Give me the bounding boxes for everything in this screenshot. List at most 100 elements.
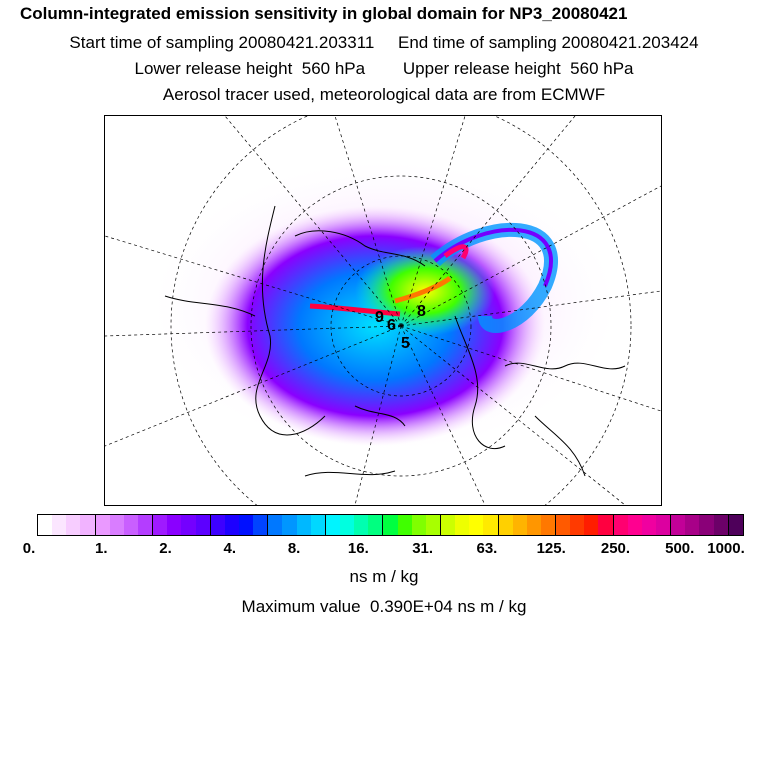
colorbar-swatch [713, 515, 729, 535]
release-heights: Lower release height 560 hPa Upper relea… [0, 59, 768, 79]
coastline [294, 230, 426, 267]
meridian [400, 290, 661, 327]
colorbar-swatch [397, 515, 412, 535]
max-sensitivity-track-w [309, 303, 401, 317]
meridian [400, 185, 661, 327]
overlay-digit: 6 [387, 317, 396, 334]
colorbar-tick-label: 63. [476, 540, 498, 557]
colorbar-swatch [123, 515, 138, 535]
coastlines [164, 205, 626, 477]
meridian [105, 325, 402, 447]
colorbar [37, 514, 744, 536]
upper-release-label: Upper release height 560 hPa [402, 59, 634, 78]
colorbar-swatch [483, 515, 499, 535]
maximum-value: Maximum value 0.390E+04 ns m / kg [241, 597, 527, 616]
colorbar-tick-label: 250. [600, 540, 631, 557]
sensitivity-map: 9 6 8 5 [104, 115, 662, 506]
colorbar-swatch [598, 515, 614, 535]
colorbar-swatch [167, 515, 182, 535]
latitude-circle [330, 255, 472, 397]
coastline [255, 205, 326, 436]
colorbar-tick-label: 1. [95, 540, 108, 557]
colorbar-swatch [425, 515, 441, 535]
plot-title: Column-integrated emission sensitivity i… [20, 4, 628, 23]
colorbar-swatch [210, 515, 225, 535]
colorbar-swatch [411, 515, 426, 535]
colorbar-swatch [52, 515, 67, 535]
colorbar-swatch [526, 515, 541, 535]
colorbar-swatch [584, 515, 599, 535]
colorbar-swatch [455, 515, 470, 535]
coastline [534, 415, 586, 477]
coastline [504, 362, 626, 370]
coastline [454, 315, 506, 450]
coastline [354, 405, 406, 427]
colorbar-swatch [685, 515, 700, 535]
colorbar-tick-label: 0. [22, 540, 36, 557]
orange-sensitivity-track [394, 275, 452, 304]
colorbar-tick-label: 8. [287, 540, 301, 557]
start-time-label: Start time of sampling 20080421.203311 [69, 33, 375, 52]
colorbar-swatch [238, 515, 254, 535]
meridian [400, 116, 466, 327]
overlay-digit: 9 [375, 309, 384, 326]
colorbar-swatch [224, 515, 239, 535]
coastline [164, 295, 256, 317]
colorbar-swatch [66, 515, 81, 535]
colorbar-swatch [556, 515, 571, 535]
colorbar-tick-label: 2. [159, 540, 172, 557]
colorbar-swatch [296, 515, 311, 535]
colorbar-swatch [354, 515, 369, 535]
end-time-label: End time of sampling 20080421.203424 [398, 33, 699, 52]
latitude-circle [170, 116, 632, 505]
colorbar-swatch [80, 515, 96, 535]
colorbar-tick-label: 31. [412, 540, 434, 557]
colorbar-swatch [95, 515, 110, 535]
colorbar-tick-label: 16. [347, 540, 369, 557]
colorbar-swatch [153, 515, 168, 535]
colorbar-swatch [268, 515, 283, 535]
colorbar-swatch [109, 515, 124, 535]
meridian [400, 325, 486, 505]
colorbar-swatch [656, 515, 672, 535]
colorbar-swatch [728, 515, 743, 535]
colorbar-swatch [310, 515, 326, 535]
map-canvas: 9 6 8 5 [105, 116, 661, 505]
colorbar-swatch [469, 515, 484, 535]
meridian [224, 116, 402, 327]
colorbar-swatch [383, 515, 398, 535]
meridian [334, 116, 402, 327]
max-sensitivity-track-ne [443, 244, 469, 260]
latitude-circle [250, 175, 552, 477]
colorbar-swatch [195, 515, 211, 535]
colorbar-swatch [181, 515, 196, 535]
colorbar-tick-label: 500. [665, 540, 695, 557]
colorbar-swatch [512, 515, 527, 535]
colorbar-swatch [641, 515, 657, 535]
colorbar-swatch [368, 515, 384, 535]
colorbar-tick-label: 125. [536, 540, 566, 557]
sampling-times: Start time of sampling 20080421.203311 E… [0, 33, 768, 53]
colorbar-swatch [613, 515, 628, 535]
colorbar-swatch [38, 515, 53, 535]
colorbar-tick-label: 1000. [707, 540, 745, 557]
meridian [354, 325, 402, 505]
overlay-digit: 5 [401, 335, 410, 352]
colorbar-swatch [253, 515, 269, 535]
overlay-digit: 8 [417, 303, 426, 320]
tracer-info: Aerosol tracer used, meteorological data… [162, 85, 606, 104]
coastline [304, 470, 396, 477]
colorbar-swatch [699, 515, 714, 535]
colorbar-swatch [570, 515, 585, 535]
colorbar-unit: ns m / kg [349, 567, 419, 586]
colorbar-swatch [671, 515, 686, 535]
colorbar-swatch [440, 515, 456, 535]
lower-release-label: Lower release height 560 hPa [134, 59, 366, 78]
colorbar-swatch [339, 515, 355, 535]
plume-loop-edge [433, 227, 553, 287]
colorbar-swatch [282, 515, 297, 535]
colorbar-swatch [498, 515, 513, 535]
colorbar-swatch [540, 515, 557, 535]
colorbar-tick-label: 4. [223, 540, 237, 557]
graticule [105, 116, 661, 505]
